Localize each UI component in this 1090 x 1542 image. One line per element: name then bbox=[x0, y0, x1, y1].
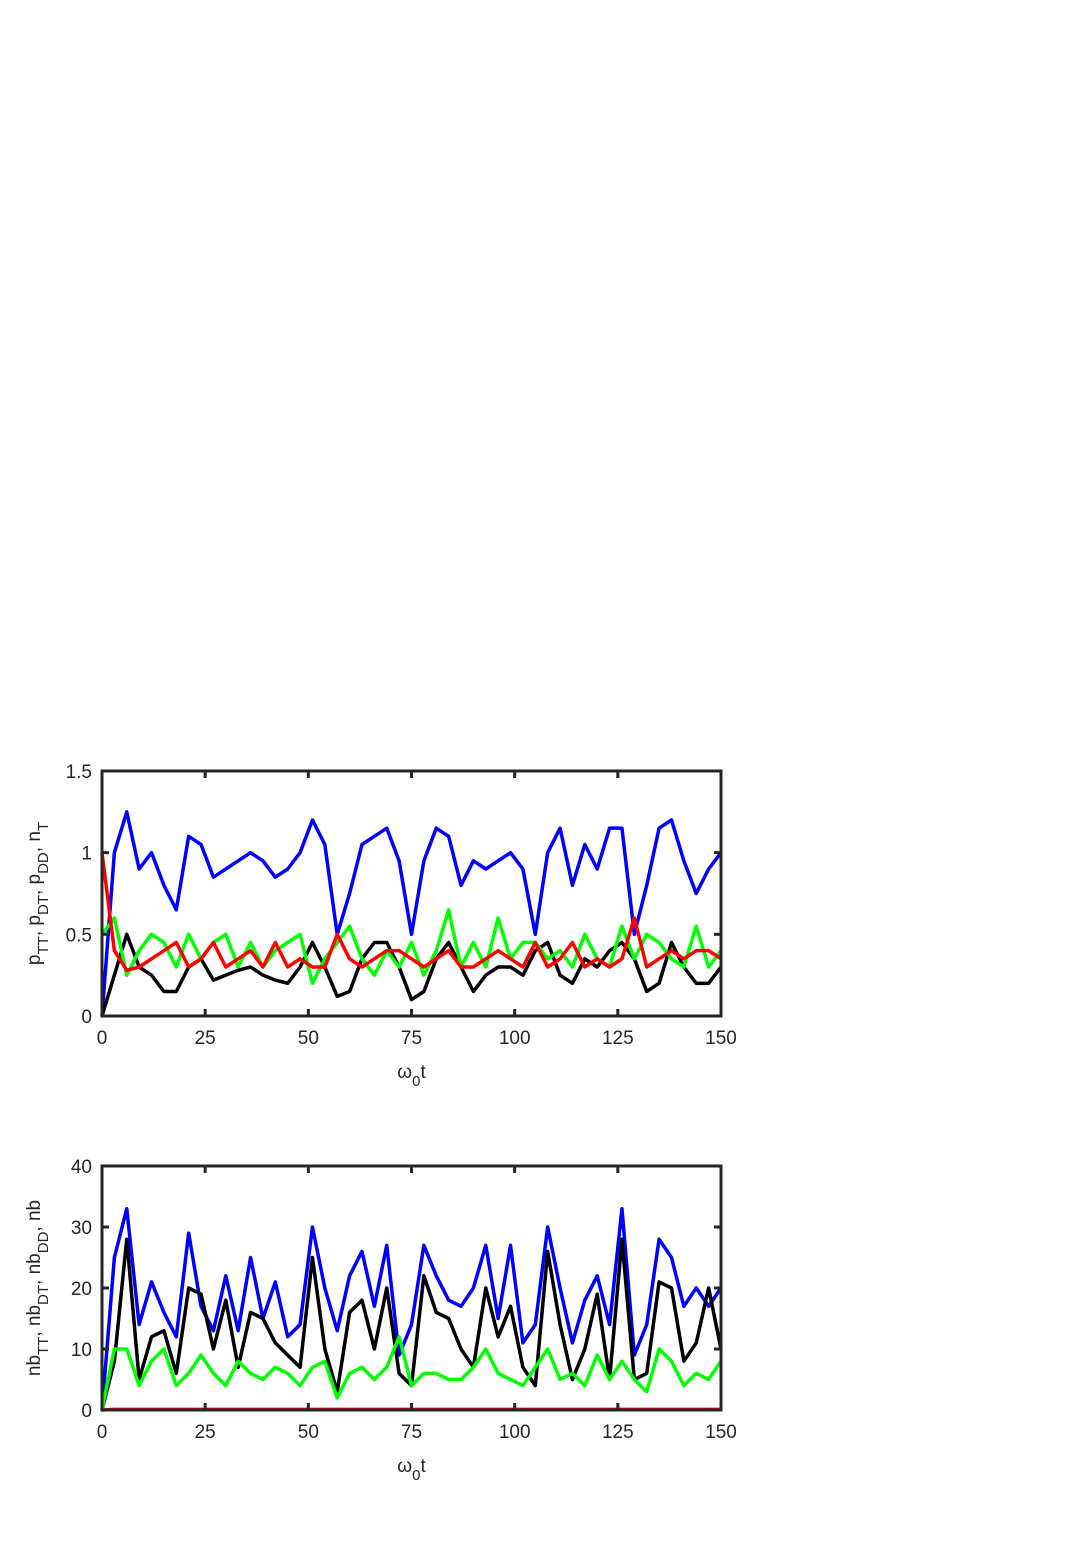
subscript: TT bbox=[35, 1337, 52, 1355]
series-line bbox=[100, 852, 722, 973]
y-tick-label: 0.5 bbox=[66, 925, 92, 946]
y-tick-label: 20 bbox=[71, 1279, 92, 1300]
x-tick-label: 0 bbox=[97, 1028, 108, 1049]
x-tick-label: 125 bbox=[602, 1028, 634, 1049]
x-tick-label: 50 bbox=[298, 1422, 319, 1443]
y-tick-label: 0 bbox=[81, 1007, 92, 1028]
label-part: nb bbox=[24, 1355, 45, 1376]
y-tick-label: 1 bbox=[81, 844, 92, 865]
label-part: ω bbox=[397, 1062, 412, 1083]
plot-area bbox=[102, 771, 721, 1016]
y-tick-label: 0 bbox=[81, 1401, 92, 1422]
x-tick-label: 75 bbox=[401, 1422, 422, 1443]
label-part: , n bbox=[24, 831, 45, 852]
series-line bbox=[100, 1335, 723, 1411]
x-tick-label: 100 bbox=[499, 1422, 531, 1443]
label-part: p bbox=[24, 954, 45, 965]
label-part: , nb bbox=[24, 1253, 45, 1285]
x-tick-label: 25 bbox=[195, 1422, 216, 1443]
y-axis-label: nbTT, nbDT, nbDD, nb bbox=[24, 1200, 52, 1376]
y-tick-label: 40 bbox=[71, 1157, 92, 1178]
label-part: ω bbox=[397, 1456, 412, 1477]
subscript: DD bbox=[35, 1231, 52, 1253]
x-tick-label: 150 bbox=[705, 1422, 737, 1443]
subscript: TT bbox=[35, 936, 52, 954]
y-tick-label: 30 bbox=[71, 1218, 92, 1239]
x-tick-label: 150 bbox=[705, 1028, 737, 1049]
label-part: , nb bbox=[24, 1200, 45, 1232]
label-part: , p bbox=[24, 874, 45, 895]
x-axis-label: ω0t bbox=[397, 1456, 426, 1484]
series-line bbox=[100, 810, 723, 1017]
x-tick-label: 25 bbox=[195, 1028, 216, 1049]
x-tick-label: 75 bbox=[401, 1028, 422, 1049]
x-tick-label: 100 bbox=[499, 1028, 531, 1049]
x-tick-label: 125 bbox=[602, 1422, 634, 1443]
subscript: T bbox=[35, 822, 52, 831]
label-part: t bbox=[420, 1062, 426, 1083]
y-tick-label: 1.5 bbox=[66, 762, 92, 783]
x-axis-label: ω0t bbox=[397, 1062, 426, 1090]
y-tick-label: 10 bbox=[71, 1340, 92, 1361]
subscript: DT bbox=[35, 895, 52, 915]
label-part: , nb bbox=[24, 1305, 45, 1337]
subscript: DD bbox=[35, 852, 52, 874]
label-part: , p bbox=[24, 915, 45, 936]
subscript: 0 bbox=[412, 1467, 420, 1484]
y-axis-label: pTT, pDT, pDD, nT bbox=[24, 822, 52, 965]
x-tick-label: 0 bbox=[97, 1422, 108, 1443]
x-tick-label: 50 bbox=[298, 1028, 319, 1049]
subscript: 0 bbox=[412, 1073, 420, 1090]
label-part: t bbox=[420, 1456, 426, 1477]
subscript: DT bbox=[35, 1285, 52, 1305]
